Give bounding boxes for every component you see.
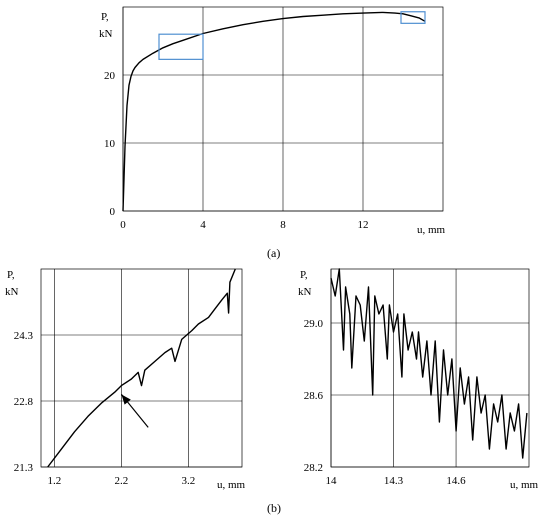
panel-b-right-xtick-label: 14 [326,475,338,487]
panel-b-right-chart: 14 14.3 14.6 28.2 28.6 29.0 [304,268,530,487]
caption-b: (b) [267,501,281,515]
panel-b-left-ylabel-line2: kN [5,286,19,298]
panel-b-left-xtick-label: 2.2 [115,475,129,487]
panel-a-ylabel-line2: kN [99,28,113,40]
panel-b-right-xtick-label: 14.6 [446,475,466,487]
panel-a-xtick-label: 0 [120,219,126,231]
panel-a-chart: 0 4 8 12 0 10 20 [104,6,444,231]
panel-b-right-xlabel: u, mm [510,479,539,491]
panel-a-load-curve [122,11,426,212]
panel-b-right-xtick-label: 14.3 [384,475,404,487]
panel-a-xtick-label: 4 [200,219,206,231]
panel-b-left-ylabel-line1: P, [7,269,15,281]
panel-a-zoom-box [158,33,204,60]
panel-b-left-xtick-label: 1.2 [48,475,62,487]
panel-b-right-ytick-label: 29.0 [304,318,324,330]
panel-a-ytick-label: 10 [104,138,116,150]
panel-b-left-ytick-label: 22.8 [14,396,34,408]
panel-b-left-xtick-label: 3.2 [182,475,196,487]
panel-b-left-ytick-label: 21.3 [14,462,34,474]
panel-b-left-xlabel: u, mm [217,479,246,491]
panel-a-xtick-label: 12 [358,219,369,231]
panel-a-zoom-box [400,11,426,24]
panel-b-left-load-curve [47,268,236,468]
panel-a-ytick-label: 0 [110,206,116,218]
panel-b-right-ylabel-line2: kN [298,286,312,298]
panel-b-right-ytick-label: 28.6 [304,390,324,402]
panel-b-right-ylabel-line1: P, [300,269,308,281]
panel-b-right-plot-frame [330,268,530,468]
panel-a-ylabel-line1: P, [101,11,109,23]
panel-b-left-ytick-label: 24.3 [14,330,34,342]
panel-b-left-arrow-head [121,394,131,405]
panel-a-xlabel: u, mm [417,224,446,236]
panel-b-right-ytick-label: 28.2 [304,462,323,474]
panel-b-left-chart: 1.2 2.2 3.2 21.3 22.8 24.3 [14,268,243,487]
caption-a: (a) [267,246,280,260]
panel-b-right-load-curve [330,268,528,459]
panel-a-xtick-label: 8 [280,219,286,231]
panel-a-ytick-label: 20 [104,70,116,82]
